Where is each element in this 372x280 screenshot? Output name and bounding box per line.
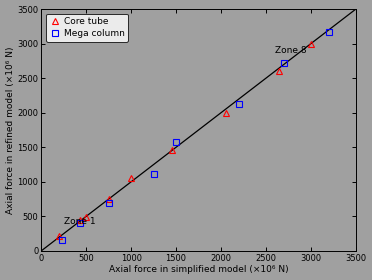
Legend: Core tube, Mega column: Core tube, Mega column [46,13,128,41]
Text: Zone 1: Zone 1 [64,217,95,226]
Mega column [106,201,111,204]
Core tube [309,42,313,45]
Core tube [223,111,228,114]
Core tube [84,215,89,219]
Core tube [169,148,174,152]
Core tube [129,176,134,179]
X-axis label: Axial force in simplified model (×10⁶ N): Axial force in simplified model (×10⁶ N) [109,265,288,274]
Core tube [78,218,82,221]
Mega column [237,102,241,105]
Y-axis label: Axial force in refined model (×10⁶ N): Axial force in refined model (×10⁶ N) [6,46,15,214]
Core tube [277,69,282,73]
Mega column [78,221,82,224]
Mega column [327,30,331,34]
Core tube [106,197,111,201]
Line: Core tube: Core tube [57,41,314,239]
Mega column [60,239,64,242]
Line: Mega column: Mega column [59,29,332,243]
Text: Zone 8: Zone 8 [275,46,307,55]
Core tube [57,235,61,238]
Mega column [151,172,156,175]
Mega column [282,61,286,65]
Mega column [174,141,178,144]
